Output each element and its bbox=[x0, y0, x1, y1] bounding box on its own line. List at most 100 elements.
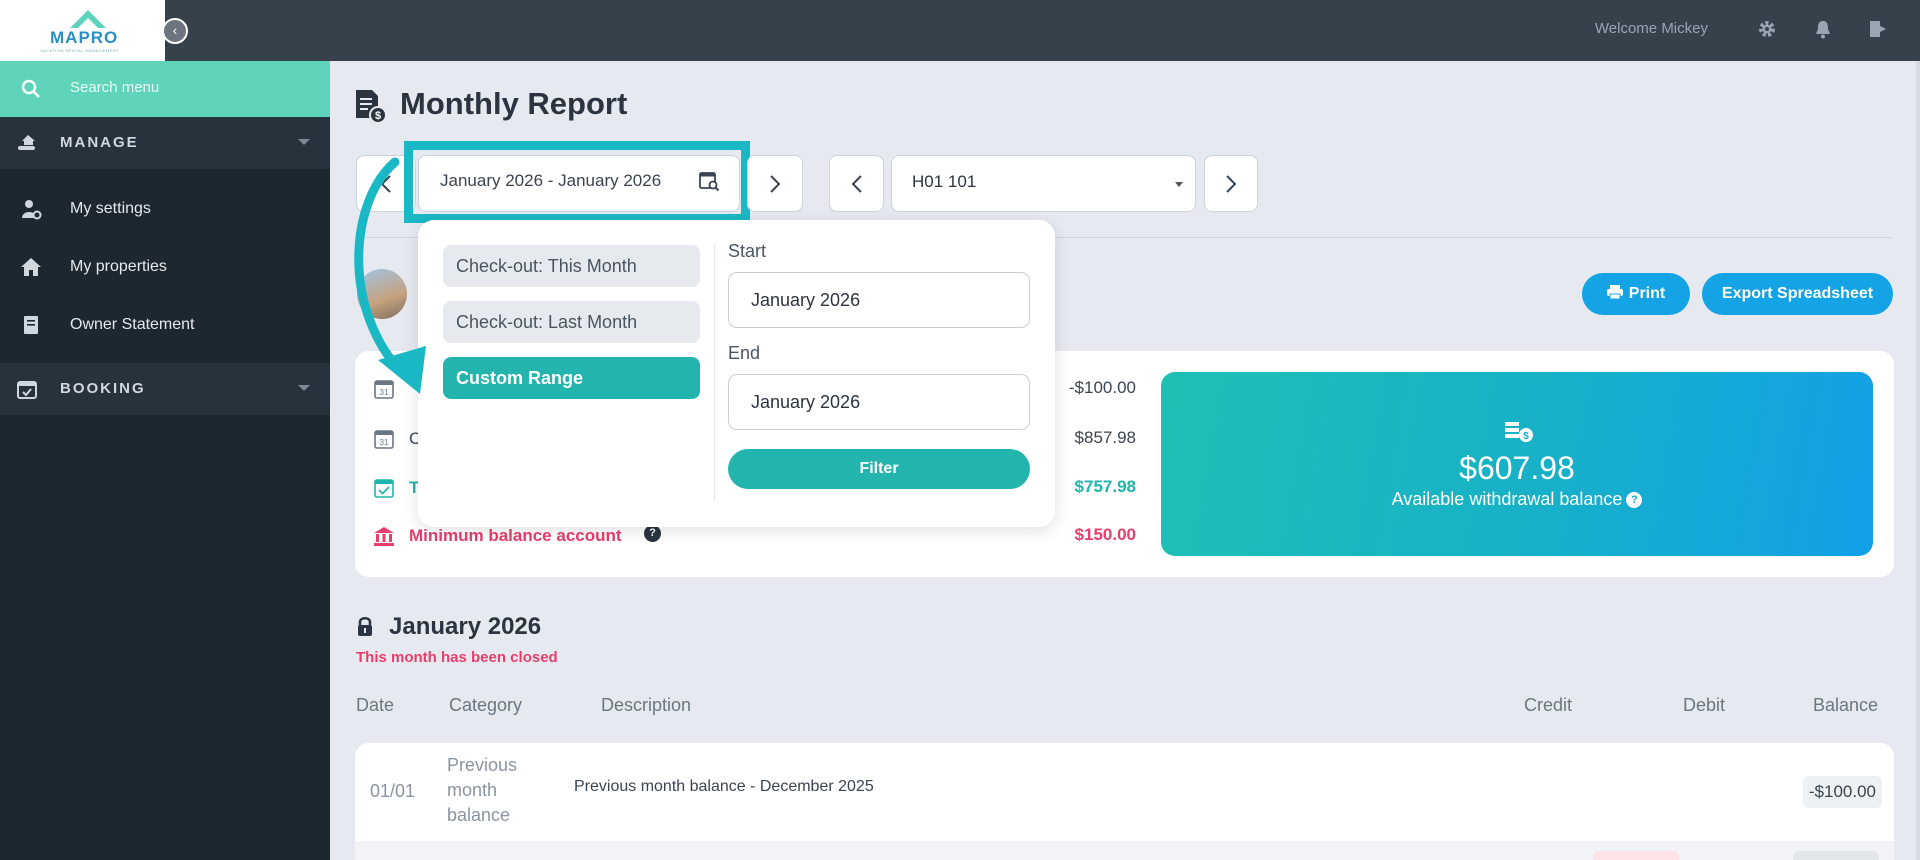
logo-mark-icon bbox=[70, 10, 106, 28]
sidebar-section-booking[interactable]: BOOKING bbox=[0, 363, 330, 415]
money-stack-icon: $ bbox=[1505, 422, 1533, 442]
column-header-balance: Balance bbox=[1813, 695, 1879, 715]
withdrawal-balance-card: $ $607.98 Available withdrawal balance? bbox=[1161, 372, 1873, 556]
chevron-right-icon bbox=[1226, 174, 1237, 193]
divider bbox=[355, 237, 1892, 238]
logo-text: MAPRO bbox=[50, 28, 119, 47]
summary-label: Minimum balance account bbox=[409, 526, 622, 545]
preset-checkout-last-month[interactable]: Check-out: Last Month bbox=[443, 301, 700, 343]
chevron-down-icon bbox=[298, 139, 310, 145]
document-icon bbox=[24, 316, 38, 334]
end-label: End bbox=[728, 343, 761, 363]
chevron-left-icon bbox=[851, 174, 862, 193]
cell-date: 01/01 bbox=[370, 781, 416, 801]
help-icon[interactable]: ? bbox=[1626, 492, 1643, 508]
bank-icon bbox=[374, 527, 394, 546]
sidebar-item-my-properties[interactable]: My properties bbox=[0, 243, 330, 291]
svg-text:31: 31 bbox=[380, 388, 389, 397]
sidebar-item-my-settings[interactable]: My settings bbox=[0, 185, 330, 233]
chevron-right-icon bbox=[770, 174, 781, 193]
sidebar-item-label: My settings bbox=[70, 200, 151, 217]
scrollbar[interactable] bbox=[1916, 61, 1920, 860]
search-input[interactable]: Search menu bbox=[70, 79, 160, 96]
preset-custom-range[interactable]: Custom Range bbox=[443, 357, 700, 399]
sidebar-section-manage[interactable]: MANAGE bbox=[0, 117, 330, 169]
gear-icon[interactable] bbox=[1756, 18, 1778, 40]
date-range-picker[interactable] bbox=[418, 155, 740, 212]
prev-property-button[interactable] bbox=[829, 155, 884, 212]
sidebar-item-label: My properties bbox=[70, 258, 167, 275]
month-heading: January 2026 bbox=[389, 613, 542, 640]
balance-badge bbox=[1793, 851, 1879, 860]
date-range-popover: Check-out: This Month Check-out: Last Mo… bbox=[418, 220, 1055, 527]
summary-value: $857.98 bbox=[1074, 428, 1136, 447]
logo[interactable]: MAPRO VACATION RENTAL MANAGEMENT bbox=[0, 0, 165, 61]
calendar-check-icon bbox=[17, 381, 37, 399]
calendar-check-icon bbox=[374, 479, 394, 498]
sidebar-item-owner-statement[interactable]: Owner Statement bbox=[0, 301, 330, 349]
start-label: Start bbox=[728, 241, 767, 261]
search-icon bbox=[21, 79, 40, 98]
logout-icon[interactable] bbox=[1866, 18, 1888, 40]
preset-checkout-this-month[interactable]: Check-out: This Month bbox=[443, 245, 700, 287]
home-icon bbox=[21, 258, 41, 276]
balance-badge: -$100.00 bbox=[1802, 776, 1882, 808]
balance-label-row: Available withdrawal balance? bbox=[1161, 489, 1873, 510]
print-label: Print bbox=[1628, 285, 1666, 302]
sidebar-section-label: BOOKING bbox=[60, 380, 146, 397]
property-value: H01 101 bbox=[912, 172, 977, 191]
svg-text:$: $ bbox=[375, 110, 381, 122]
cell-category: balance bbox=[447, 805, 511, 825]
column-header-description: Description bbox=[601, 695, 692, 715]
calendar-search-icon bbox=[699, 172, 720, 192]
page-title: Monthly Report bbox=[400, 86, 628, 121]
column-header-date: Date bbox=[356, 695, 395, 715]
cell-description: Previous month balance - December 2025 bbox=[574, 778, 874, 795]
balance-amount: $607.98 bbox=[1459, 450, 1575, 486]
balance-label: Available withdrawal balance bbox=[1391, 489, 1623, 509]
search-menu[interactable]: Search menu bbox=[0, 61, 330, 117]
start-month-field[interactable]: January 2026 bbox=[728, 272, 1030, 328]
sidebar-section-label: MANAGE bbox=[60, 134, 139, 151]
top-bar: MAPRO VACATION RENTAL MANAGEMENT ‹ Welco… bbox=[0, 0, 1920, 61]
date-range-value: January 2026 - January 2026 bbox=[440, 171, 662, 190]
export-label: Export Spreadsheet bbox=[1721, 285, 1874, 302]
filter-button[interactable]: Filter bbox=[728, 449, 1030, 489]
calendar-icon: 31 bbox=[374, 380, 394, 399]
summary-label: T bbox=[409, 478, 420, 497]
export-spreadsheet-button[interactable]: Export Spreadsheet bbox=[1702, 273, 1893, 315]
printer-icon bbox=[1606, 285, 1623, 300]
welcome-text: Welcome Mickey bbox=[1594, 20, 1708, 37]
next-range-button[interactable] bbox=[747, 155, 803, 212]
next-property-button[interactable] bbox=[1204, 155, 1258, 212]
sidebar: Search menu MANAGE My settings My proper… bbox=[0, 61, 330, 860]
help-icon[interactable]: ? bbox=[644, 525, 661, 542]
print-button[interactable]: Print bbox=[1582, 273, 1690, 315]
date-range-highlight bbox=[404, 141, 750, 223]
summary-value: -$100.00 bbox=[1068, 378, 1136, 397]
column-header-debit: Debit bbox=[1683, 695, 1726, 715]
sidebar-collapse-button[interactable]: ‹ bbox=[162, 18, 188, 44]
user-gear-icon bbox=[22, 200, 42, 220]
hand-house-icon bbox=[18, 135, 35, 150]
summary-value: $757.98 bbox=[1074, 477, 1136, 496]
end-month-field[interactable]: January 2026 bbox=[728, 374, 1030, 430]
property-select[interactable] bbox=[891, 155, 1196, 212]
summary-row-minimum-balance: Minimum balance account ? $150.00 bbox=[373, 525, 1136, 549]
column-header-credit: Credit bbox=[1524, 695, 1573, 715]
cell-category: Previous bbox=[447, 755, 518, 775]
report-icon: $ bbox=[356, 90, 387, 124]
sidebar-item-label: Owner Statement bbox=[70, 316, 195, 333]
summary-row-total: T $757.98 bbox=[373, 477, 1136, 501]
annotation-arrow bbox=[354, 157, 426, 394]
debit-badge bbox=[1593, 851, 1679, 860]
svg-text:$: $ bbox=[1523, 431, 1529, 442]
bell-icon[interactable] bbox=[1812, 18, 1834, 40]
ledger-table: 01/01 Previous month balance Previous mo… bbox=[355, 743, 1894, 860]
lock-icon bbox=[358, 616, 372, 636]
logo-tagline: VACATION RENTAL MANAGEMENT bbox=[40, 48, 120, 53]
dropdown-caret-icon bbox=[1175, 182, 1183, 187]
table-row bbox=[355, 841, 1894, 860]
column-header-category: Category bbox=[449, 695, 523, 715]
summary-value: $150.00 bbox=[1074, 525, 1136, 544]
